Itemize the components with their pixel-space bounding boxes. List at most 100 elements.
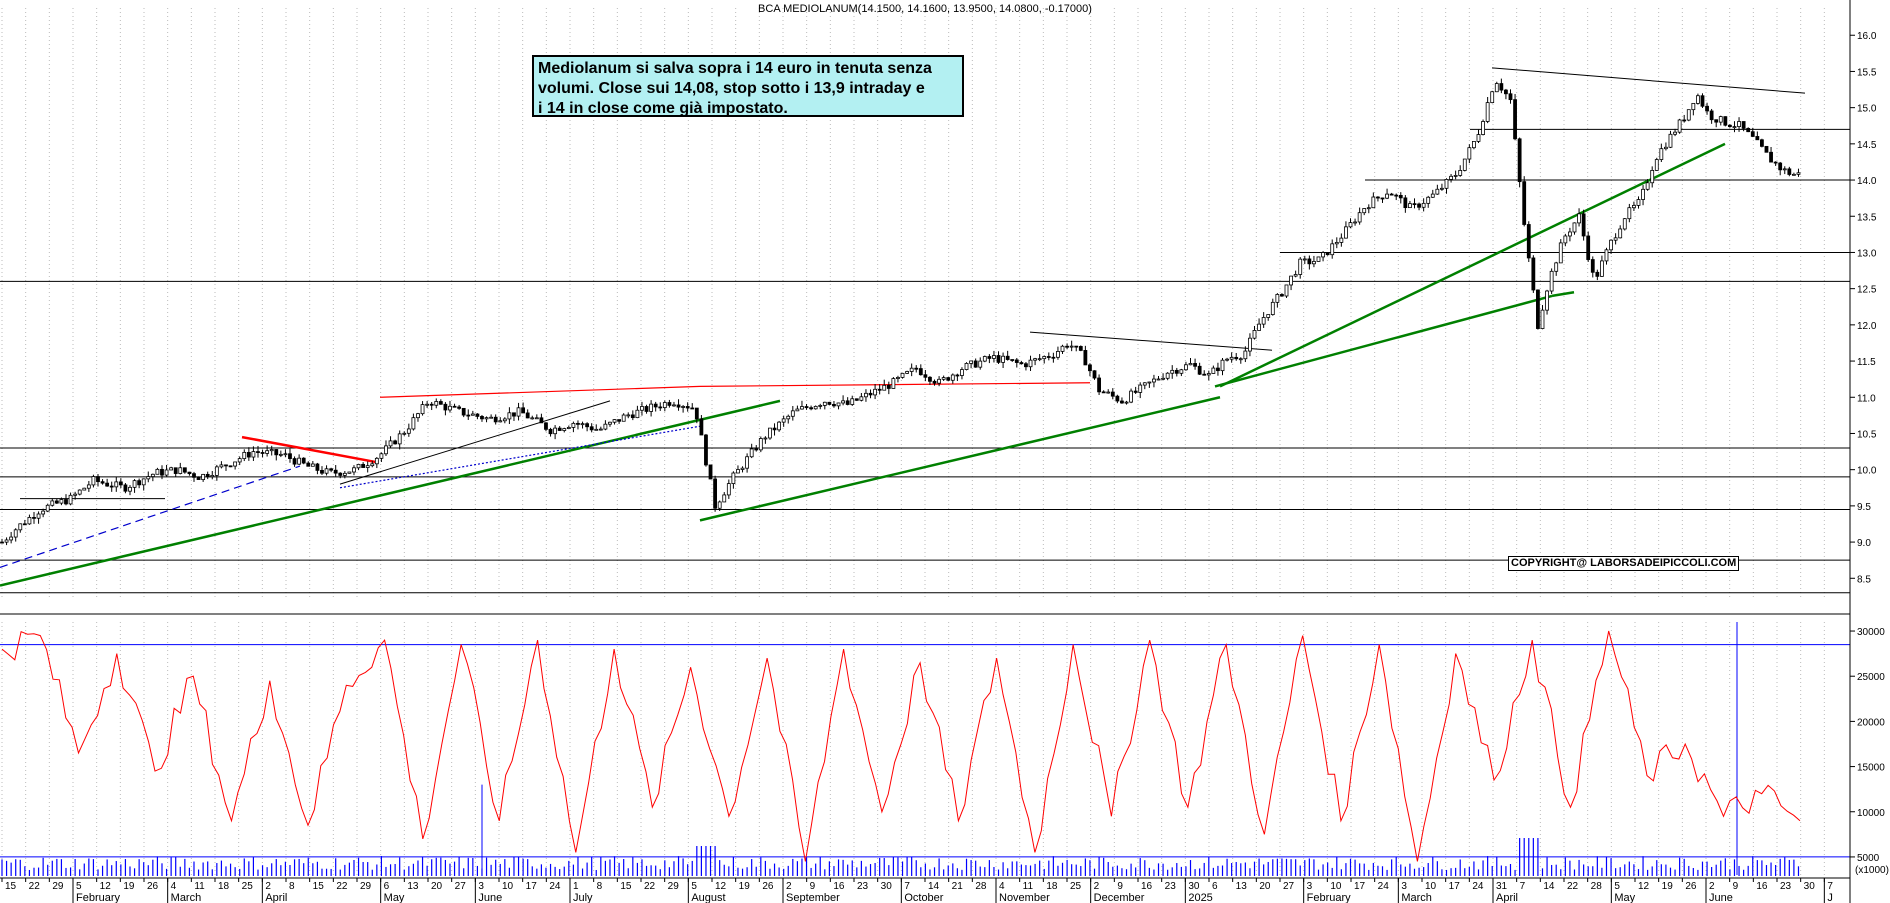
candle-body	[1229, 356, 1234, 360]
candle-body	[905, 371, 909, 374]
candle-body	[1513, 99, 1517, 140]
x-month-label: April	[265, 892, 287, 903]
candle-body	[1133, 390, 1138, 393]
candle-body	[1796, 172, 1801, 175]
candle-body	[489, 416, 494, 419]
candle-body	[740, 467, 745, 470]
candle-body	[187, 471, 192, 475]
candle-body	[269, 449, 274, 452]
candle-body	[420, 404, 425, 415]
candle-body	[4, 539, 9, 543]
candle-body	[384, 445, 388, 455]
candle-body	[1101, 391, 1106, 394]
candle-body	[1499, 83, 1504, 91]
candle-body	[1001, 355, 1005, 363]
candle-body	[1650, 170, 1655, 184]
candle-body	[347, 471, 352, 474]
candle-body	[978, 360, 983, 368]
candle-body	[822, 401, 827, 406]
candle-body	[544, 422, 548, 430]
candle-body	[1627, 207, 1632, 220]
candle-body	[484, 417, 489, 420]
candle-body	[809, 407, 813, 410]
candle-body	[1385, 193, 1389, 199]
candle-body	[708, 464, 713, 480]
candle-body	[1325, 252, 1330, 256]
candle-body	[1142, 382, 1147, 386]
candle-body	[192, 473, 196, 478]
x-tick-label: 5	[76, 881, 82, 892]
candle-body	[960, 369, 964, 376]
candle-body	[64, 499, 68, 505]
y-tick-label: 14.0	[1857, 176, 1877, 187]
candle-body	[768, 427, 772, 439]
trendline-green-link	[1551, 291, 1575, 298]
candle-body	[1197, 365, 1202, 375]
candle-body	[397, 433, 402, 445]
candle-body	[1508, 93, 1513, 101]
candle-body	[1024, 363, 1028, 368]
candle-body	[1572, 222, 1577, 233]
x-month-label: March	[171, 892, 202, 903]
candle-body	[128, 486, 132, 492]
x-tick-label: 2	[786, 881, 792, 892]
candle-body	[1517, 138, 1522, 183]
x-tick-label: 8	[597, 881, 603, 892]
candle-body	[1686, 109, 1691, 121]
x-tick-label: 1	[573, 881, 579, 892]
candle-body	[54, 500, 59, 504]
x-tick-label: 29	[360, 881, 372, 892]
candle-body	[1522, 181, 1527, 225]
candle-body	[530, 417, 535, 420]
candle-body	[1019, 362, 1024, 365]
candle-body	[105, 482, 110, 487]
x-tick-label: 20	[431, 881, 443, 892]
candle-body	[256, 451, 260, 453]
candle-body	[1741, 121, 1746, 129]
candle-body	[96, 476, 100, 483]
x-month-label: February	[1307, 892, 1352, 903]
candle-body	[1138, 384, 1143, 393]
candle-body	[992, 355, 996, 359]
candle-body	[1046, 356, 1051, 358]
candle-body	[603, 423, 608, 430]
candle-body	[1307, 258, 1312, 265]
candle-body	[333, 469, 338, 474]
candle-body	[576, 422, 580, 425]
x-tick-label: 16	[833, 881, 845, 892]
candle-body	[566, 427, 571, 429]
candle-body	[1577, 213, 1581, 224]
x-month-label: J	[1827, 892, 1833, 903]
x-tick-label: 25	[242, 881, 254, 892]
analysis-note: Mediolanum si salva sopra i 14 euro in t…	[532, 55, 964, 117]
x-tick-label: 10	[1425, 881, 1437, 892]
candle-body	[1682, 119, 1687, 122]
candle-body	[950, 374, 955, 381]
candle-body	[1728, 124, 1732, 128]
candle-body	[502, 418, 507, 422]
x-tick-label: 9	[1117, 881, 1123, 892]
x-tick-label: 10	[1330, 881, 1342, 892]
scale-label: (x1000)	[1855, 865, 1889, 876]
candle-body	[1600, 260, 1604, 277]
candle-body	[1426, 196, 1431, 204]
candle-body	[932, 380, 937, 384]
candle-body	[1696, 95, 1700, 104]
osc-tick-label: 10000	[1857, 808, 1885, 819]
candle-body	[850, 398, 855, 405]
candle-body	[22, 523, 27, 526]
candle-body	[242, 451, 247, 460]
osc-tick-label: 15000	[1857, 763, 1885, 774]
candle-body	[379, 453, 384, 459]
candle-body	[246, 451, 251, 458]
candle-body	[1069, 345, 1074, 348]
x-tick-label: 27	[1283, 881, 1295, 892]
candle-body	[1778, 162, 1783, 171]
candle-body	[1284, 284, 1289, 297]
candlestick-series	[0, 78, 1801, 546]
candle-body	[1723, 116, 1728, 126]
candle-body	[1252, 330, 1257, 339]
candle-body	[873, 388, 877, 396]
candle-body	[1106, 391, 1111, 394]
candle-body	[598, 428, 603, 431]
